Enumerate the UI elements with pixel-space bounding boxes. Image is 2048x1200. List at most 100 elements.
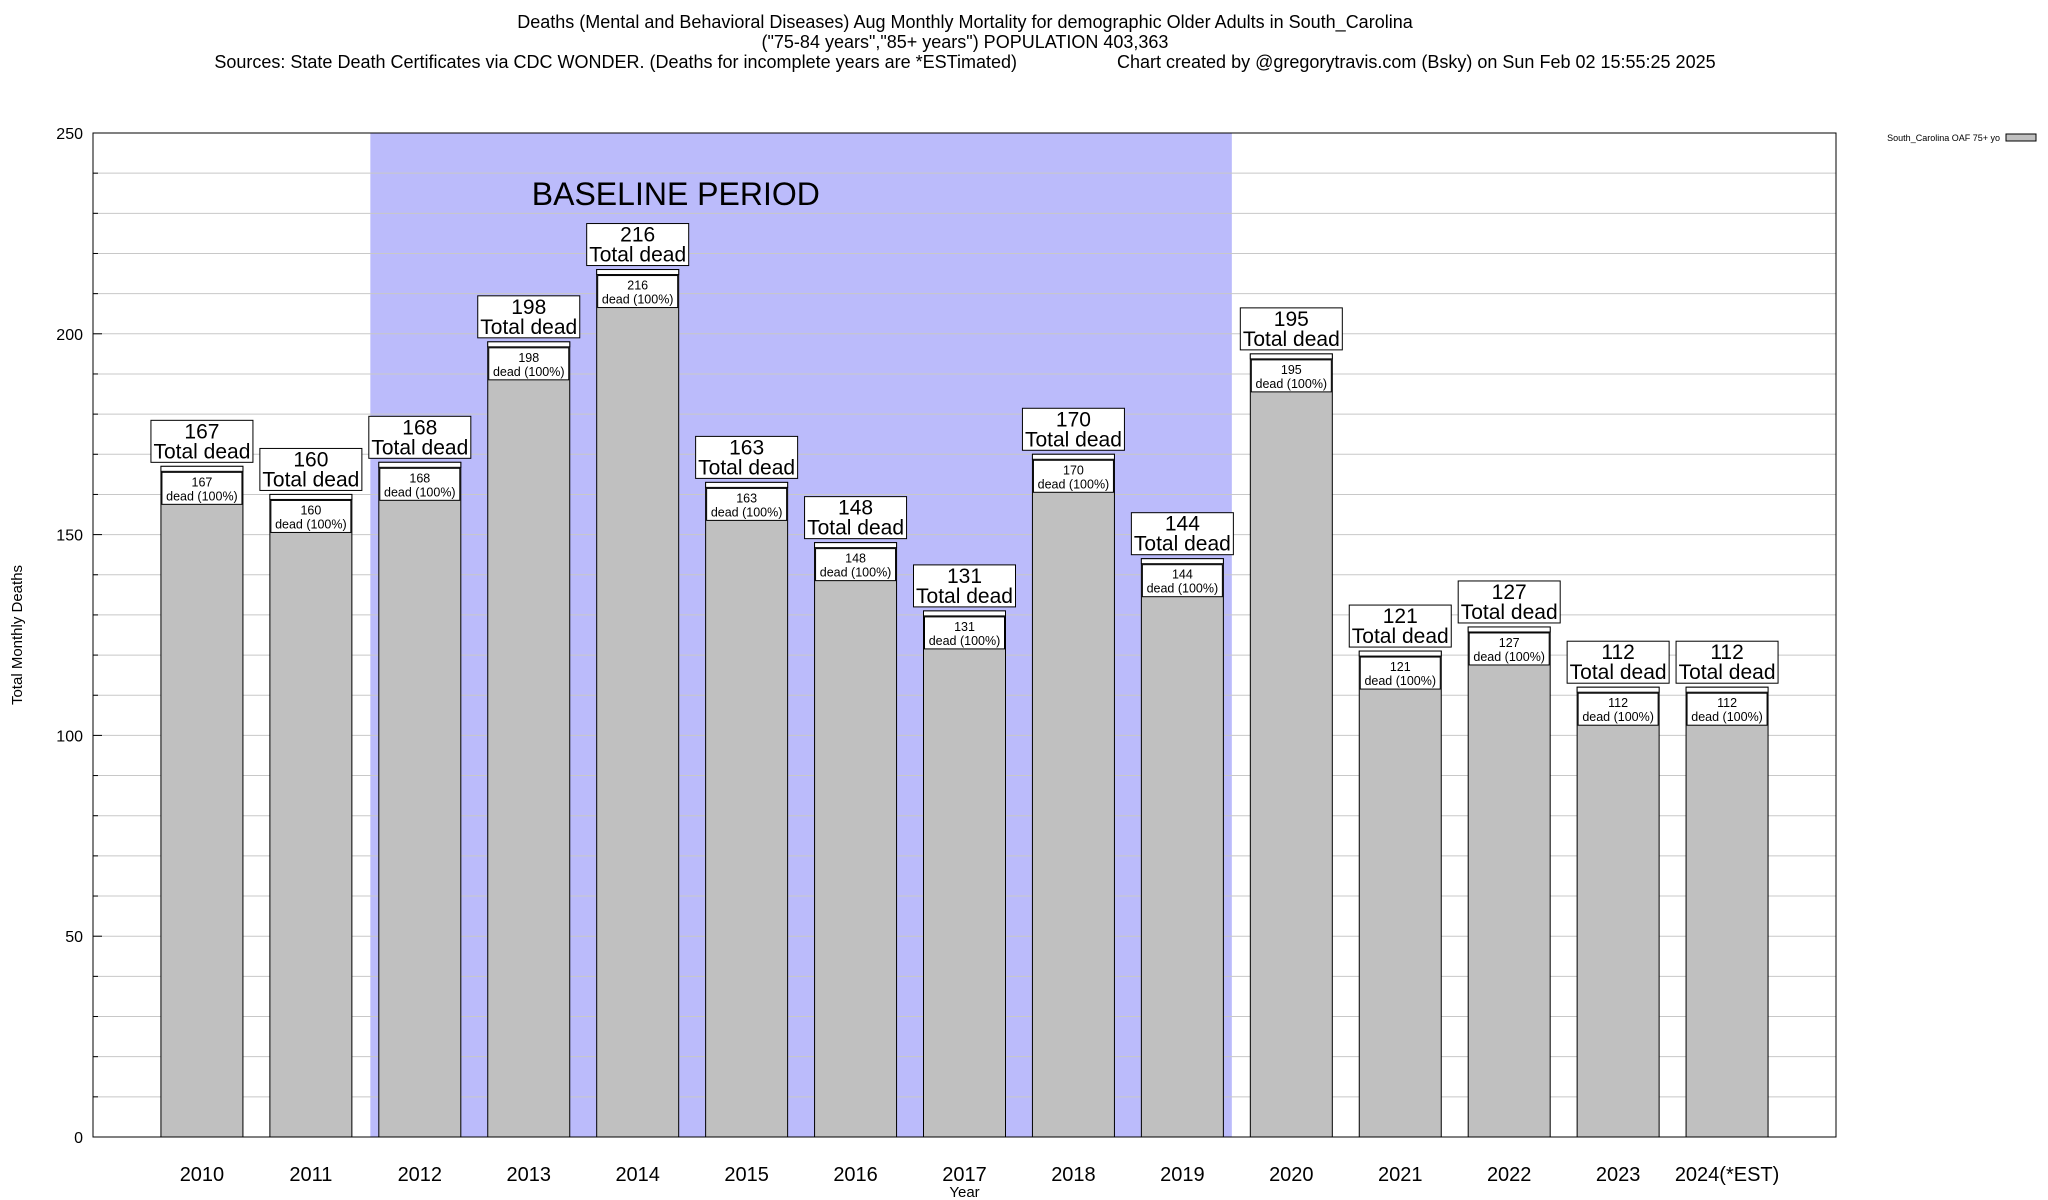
total-label-text: Total dead <box>1134 533 1231 556</box>
bar-cap <box>1031 453 1115 460</box>
inner-label-box <box>1686 692 1768 726</box>
inner-label-text: dead (100%) <box>820 566 892 580</box>
total-label-box <box>150 419 254 463</box>
y-tick-label: 200 <box>56 327 83 344</box>
total-label-box <box>1130 512 1234 556</box>
chart-title-line1: Deaths (Mental and Behavioral Diseases) … <box>517 12 1413 32</box>
bar <box>705 481 789 1138</box>
inner-label-value: 163 <box>736 491 757 505</box>
inner-label-text: dead (100%) <box>1364 674 1436 688</box>
inner-label-box <box>270 499 352 533</box>
bar <box>1249 353 1333 1138</box>
total-label-value: 148 <box>838 497 873 520</box>
total-label-value: 127 <box>1492 581 1527 604</box>
y-tick-label: 150 <box>56 528 83 545</box>
inner-label-value: 195 <box>1281 363 1302 377</box>
inner-label-value: 127 <box>1499 636 1520 650</box>
total-label-text: Total dead <box>698 456 795 479</box>
total-label-value: 131 <box>947 565 982 588</box>
inner-label-box <box>924 616 1005 650</box>
legend-swatch <box>2005 133 2037 142</box>
total-label-box <box>259 447 363 491</box>
bar <box>814 542 898 1138</box>
axes: 0 50 100 150 200 250 2010 2011 2012 2013 2014 2015 2… <box>56 126 1779 1186</box>
bar-cap <box>1685 686 1769 693</box>
total-label-text: Total dead <box>1461 601 1558 624</box>
baseline-label: BASELINE PERIOD <box>532 176 820 212</box>
total-label-text: Total dead <box>1352 625 1449 648</box>
chart-sources-line: Sources: State Death Certificates via CD… <box>0 52 1930 72</box>
bars <box>160 269 1769 1138</box>
x-axis-label: Year <box>949 1184 979 1200</box>
x-tick-label: 2024(*EST) <box>1675 1164 1780 1186</box>
total-label-box <box>1021 407 1125 451</box>
total-label-value: 144 <box>1165 513 1200 536</box>
inner-label-text: dead (100%) <box>711 505 783 519</box>
legend-label: South_Carolina OAF 75+ yo <box>1887 133 2000 143</box>
total-label-box <box>368 415 472 459</box>
bar <box>1358 650 1442 1138</box>
bar <box>487 341 571 1138</box>
inner-label-text: dead (100%) <box>493 365 565 379</box>
total-label-text: Total dead <box>480 316 577 339</box>
inner-label-box <box>379 467 461 501</box>
x-tick-label: 2018 <box>1051 1164 1096 1186</box>
inner-label-text: dead (100%) <box>166 489 238 503</box>
chart-sources: Sources: State Death Certificates via CD… <box>214 52 1017 72</box>
bar-cap <box>1358 650 1442 657</box>
inner-label-text: dead (100%) <box>1147 582 1219 596</box>
inner-label-value: 216 <box>627 279 648 293</box>
bar-cap <box>1467 626 1551 633</box>
bar-cap <box>160 465 244 472</box>
total-label-value: 163 <box>729 436 764 459</box>
total-label-box <box>586 223 690 267</box>
x-tick-label: 2013 <box>507 1164 552 1186</box>
bar-cap <box>1576 686 1660 693</box>
inner-label-box <box>488 347 570 381</box>
x-tick-label: 2022 <box>1487 1164 1532 1186</box>
total-label-box <box>1675 640 1779 684</box>
inner-label-value: 160 <box>300 503 321 517</box>
total-label-value: 168 <box>402 416 437 439</box>
bar <box>160 465 244 1138</box>
total-label-box <box>1566 640 1670 684</box>
total-label-box <box>1348 604 1452 648</box>
inner-label-text: dead (100%) <box>275 517 347 531</box>
x-tick-label: 2021 <box>1378 1164 1423 1186</box>
inner-label-box <box>706 487 788 521</box>
total-label-box <box>477 295 581 339</box>
inner-label-text: dead (100%) <box>1691 710 1763 724</box>
inner-label-text: dead (100%) <box>384 485 456 499</box>
inner-label-box <box>1250 359 1332 393</box>
x-tick-label: 2011 <box>289 1164 332 1186</box>
x-tick-label: 2012 <box>398 1164 443 1186</box>
x-tick-label: 2014 <box>615 1164 660 1186</box>
total-label-value: 112 <box>1710 641 1743 664</box>
inner-label-value: 148 <box>845 552 866 566</box>
inner-label-value: 112 <box>1717 696 1737 710</box>
bar-cap <box>814 542 898 549</box>
total-label-text: Total dead <box>1025 428 1122 451</box>
total-label-value: 170 <box>1056 408 1091 431</box>
total-label-value: 112 <box>1601 641 1634 664</box>
x-tick-label: 2017 <box>942 1164 987 1186</box>
inner-label-value: 121 <box>1390 660 1411 674</box>
legend: South_Carolina OAF 75+ yo <box>1887 133 2037 143</box>
bar-cap <box>596 269 680 276</box>
total-label-text: Total dead <box>1243 328 1340 351</box>
bar <box>378 461 462 1138</box>
bar-cap <box>705 481 789 488</box>
inner-label-box <box>1577 692 1659 726</box>
total-label-value: 121 <box>1383 605 1418 628</box>
plot-frame <box>92 132 1837 1138</box>
inner-label-value: 168 <box>409 471 430 485</box>
x-tick-label: 2010 <box>180 1164 225 1186</box>
inner-label-text: dead (100%) <box>1582 710 1654 724</box>
chart-title-line2: ("75-84 years","85+ years") POPULATION 4… <box>761 32 1169 52</box>
total-label-value: 216 <box>620 224 655 247</box>
total-label-text: Total dead <box>1570 661 1667 684</box>
bar <box>1467 626 1551 1138</box>
total-label-value: 160 <box>293 448 328 471</box>
inner-label-box <box>1359 656 1441 690</box>
x-tick-label: 2019 <box>1160 1164 1205 1186</box>
